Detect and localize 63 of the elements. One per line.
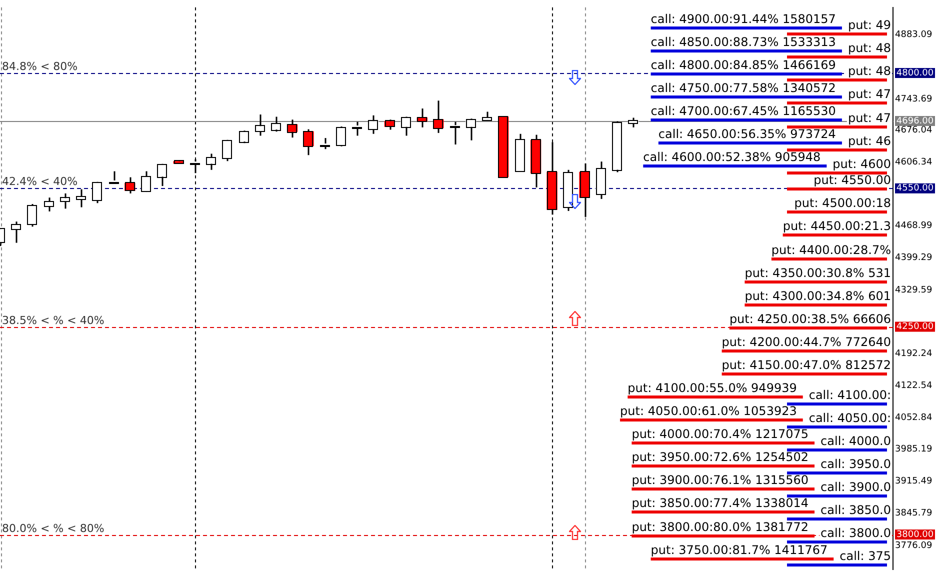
y-tick-label: 4399.29 <box>895 253 932 264</box>
annotation: put: 4100.00:55.0% 949939 <box>628 381 797 395</box>
annotation: put: 4450.00:21.3 <box>782 219 891 233</box>
annotation: call: 3950.0 <box>820 457 892 471</box>
annotation: put: 4250.00:38.5% 66606 <box>729 312 891 326</box>
y-tick-label: 4468.99 <box>895 221 932 232</box>
annotation: put: 4600 <box>832 157 892 171</box>
ref-line-label: 3800.00 <box>896 530 934 540</box>
annotation: call: 3900.0 <box>820 480 892 494</box>
annotation: call: 4800.00:84.85% 1466169 <box>650 58 836 72</box>
annotation: put: 48 <box>848 41 892 55</box>
y-tick-label: 4329.59 <box>895 285 932 296</box>
annotation: call: 3800.0 <box>820 526 892 540</box>
y-tick-label: 4606.34 <box>895 158 932 168</box>
y-tick-label: 4676.04 <box>895 126 932 136</box>
annotation: call: 375 <box>840 549 892 563</box>
y-tick-label: 3915.49 <box>895 476 932 487</box>
y-tick-label: 4883.09 <box>895 30 932 40</box>
ref-line-label: 4800.00 <box>896 68 934 78</box>
annotation: put: 3850.00:77.4% 1338014 <box>632 496 809 510</box>
annotation: put: 3900.00:76.1% 1315560 <box>632 473 809 487</box>
annotation: 38.5% < % < 40% <box>2 314 104 327</box>
annotation: put: 4050.00:61.0% 1053923 <box>620 404 797 418</box>
annotation: put: 4400.00:28.7% <box>771 243 892 257</box>
annotation: put: 4350.00:30.8% 531 <box>744 266 892 280</box>
annotation: 84.8% < 80% <box>2 60 78 73</box>
annotation: call: 4000.0 <box>820 434 892 448</box>
annotation: 80.0% < % < 80% <box>2 522 104 535</box>
annotation: put: 4500.00:18 <box>794 196 892 210</box>
annotation: call: 4600.00:52.38% 905948 <box>643 150 821 164</box>
annotation: put: 3800.00:80.0% 1381772 <box>632 520 809 534</box>
annotation: call: 3850.0 <box>820 503 892 517</box>
annotation: put: 4200.00:44.7% 772640 <box>722 335 892 349</box>
ref-line-label: 4250.00 <box>896 322 934 332</box>
annotation: call: 4100.00: <box>808 388 892 402</box>
annotation: put: 3950.00:72.6% 1254502 <box>632 450 809 464</box>
annotation: call: 4700.00:67.45% 1165530 <box>650 104 836 118</box>
annotation: 42.4% < 40% <box>2 175 78 188</box>
annotation: put: 46 <box>848 134 892 148</box>
annotation: put: 4150.00:47.0% 812572 <box>722 358 892 372</box>
annotation: call: 4050.00: <box>808 411 892 425</box>
y-tick-label: 4122.54 <box>895 380 932 391</box>
y-tick-label: 4743.69 <box>895 94 932 104</box>
annotation: put: 47 <box>848 111 892 125</box>
candlestick <box>449 121 460 146</box>
ref-line-label: 4696.00 <box>896 116 934 126</box>
annotation: put: 4550.00 <box>814 173 892 187</box>
ref-line-label: 4550.00 <box>896 184 934 194</box>
annotation: call: 4650.00:56.35% 973724 <box>658 127 836 141</box>
annotation: put: 47 <box>848 87 892 101</box>
annotation: put: 49 <box>848 18 892 32</box>
y-tick-label: 3985.19 <box>895 444 932 454</box>
annotation: put: 48 <box>848 64 892 78</box>
annotation: put: 4000.00:70.4% 1217075 <box>632 427 809 441</box>
annotation: call: 4750.00:77.58% 1340572 <box>650 81 836 95</box>
y-tick-label: 3776.09 <box>895 540 932 551</box>
annotation: call: 4900.00:91.44% 1580157 <box>650 12 836 26</box>
annotation: put: 3750.00:81.7% 1411767 <box>650 543 828 557</box>
annotation: put: 4300.00:34.8% 601 <box>744 289 892 303</box>
y-tick-label: 3845.79 <box>895 508 932 519</box>
y-tick-label: 4192.24 <box>895 348 932 359</box>
y-tick-label: 4052.84 <box>895 413 932 424</box>
annotation: call: 4850.00:88.73% 1533313 <box>650 35 836 49</box>
